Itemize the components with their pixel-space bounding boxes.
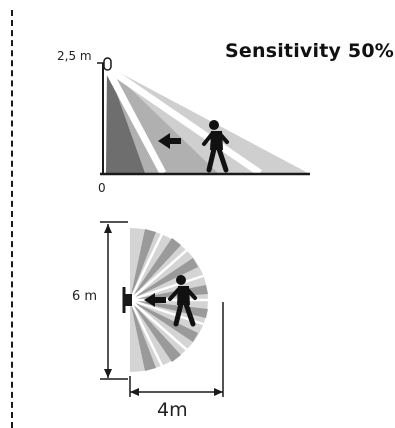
- walking-person-icon: [202, 120, 229, 173]
- coverage-zone-light: [107, 66, 308, 173]
- motion-arrow-icon: [158, 133, 181, 149]
- coverage-zone-dark: [106, 66, 145, 173]
- mount-height-label: 2,5 m: [57, 49, 92, 63]
- distance-dimension: [129, 302, 224, 397]
- sensor-icon: [103, 57, 112, 71]
- origin-label: 0: [98, 181, 106, 195]
- sensor-head-icon: [125, 294, 132, 306]
- top-view: [100, 221, 224, 397]
- distance-label: 4m: [157, 399, 188, 421]
- zone-gap-inner: [103, 66, 167, 175]
- sensitivity-title: Sensitivity 50%: [225, 40, 394, 62]
- walking-person-icon: [168, 275, 197, 327]
- height-dimension: [100, 221, 128, 380]
- range-label: 6 m: [72, 289, 98, 304]
- motion-arrow-icon: [144, 293, 166, 307]
- dashed-border: [11, 10, 13, 428]
- zone-gap-outer: [105, 65, 262, 176]
- coverage-zone-mid: [107, 66, 218, 173]
- side-view: [97, 57, 310, 176]
